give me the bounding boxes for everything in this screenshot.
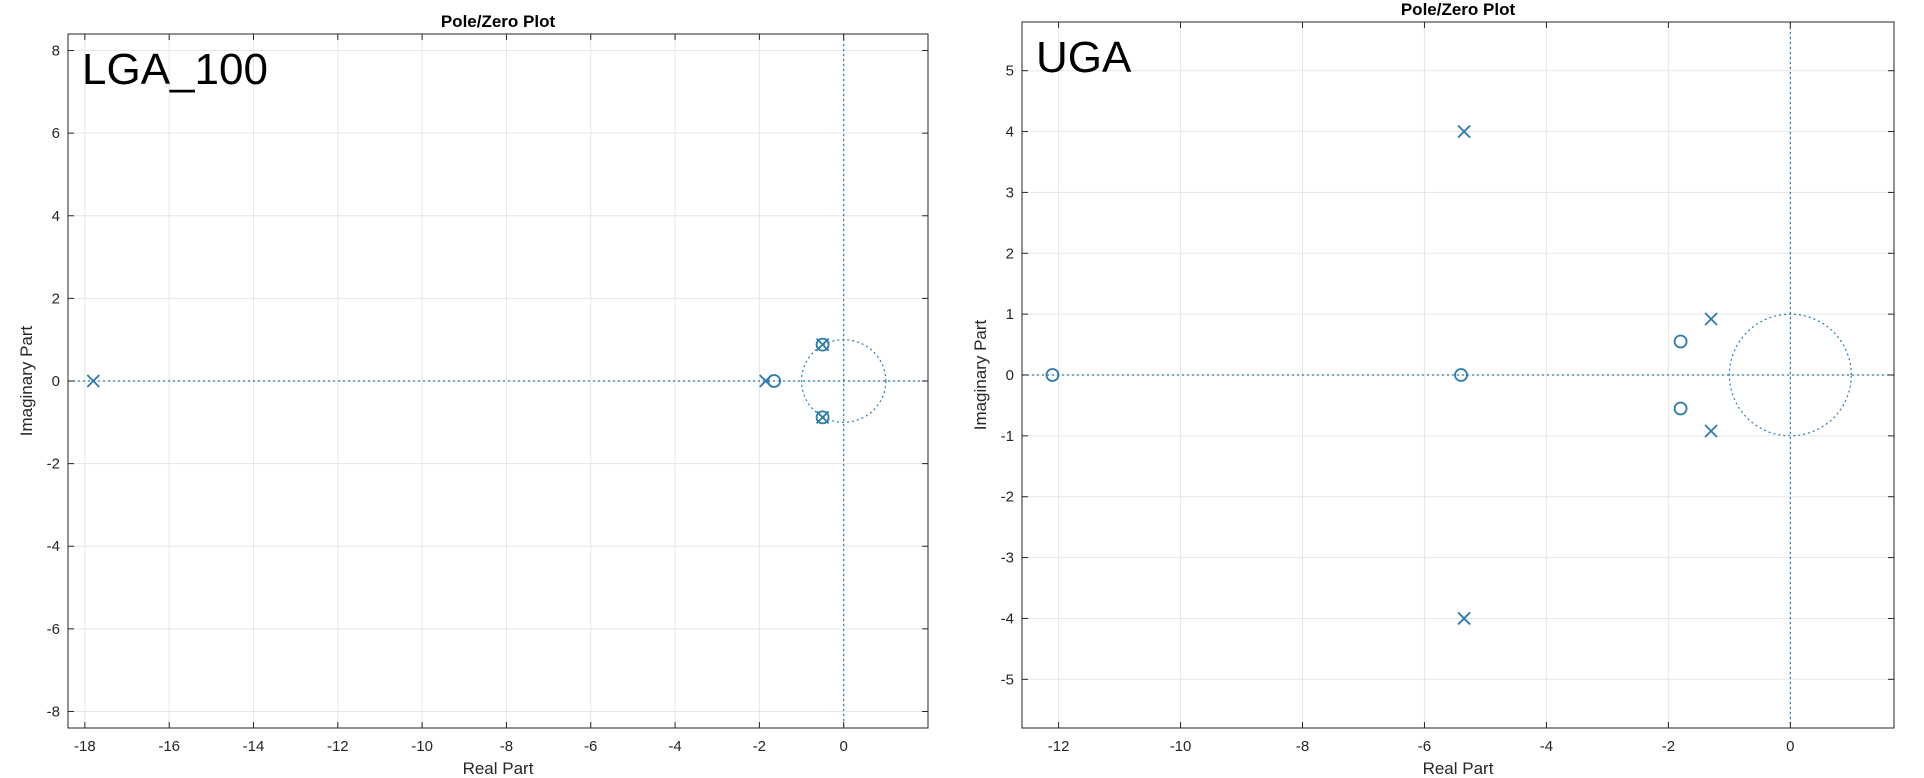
lga-100-pole-zero-plot: -18 -16 -14 -12 -10 -8 -6 -4 -2 0 -8 -6 -4 -2 0 2 4 6 8 Pol… <box>17 12 929 778</box>
y-tick-label: 6 <box>52 125 60 142</box>
pole-marker <box>1457 124 1471 139</box>
pole-stroke <box>86 374 100 388</box>
x-tick-label: -14 <box>243 738 265 755</box>
y-tick-label: 1 <box>1006 306 1014 323</box>
y-tick-label: -2 <box>47 456 60 473</box>
uga-pole-zero-plot: -12 -10 -8 -6 -4 -2 0-5-4-3-2-1012345Pole/Zero… <box>971 0 1895 778</box>
unit-circle <box>800 339 887 423</box>
x-tick-label: -6 <box>584 738 597 755</box>
plot-title: Pole/Zero Plot <box>1401 0 1516 19</box>
y-tick-label: -8 <box>47 703 60 720</box>
pole-stroke <box>1704 312 1718 326</box>
y-tick-label: 2 <box>52 290 60 307</box>
x-tick-label: 0 <box>1786 738 1794 755</box>
pole-marker <box>1457 611 1471 626</box>
y-tick-label: 5 <box>1006 63 1014 80</box>
x-tick-label: -4 <box>668 738 681 755</box>
x-axis-label: Real Part <box>463 759 534 778</box>
pole-stroke <box>1704 424 1718 438</box>
pole-marker <box>1704 424 1718 438</box>
x-tick-label: -2 <box>753 738 766 755</box>
x-tick-label: -6 <box>1418 738 1431 755</box>
plot-title: Pole/Zero Plot <box>441 12 556 31</box>
pole-stroke <box>1457 611 1471 626</box>
y-tick-label: -1 <box>1001 428 1014 445</box>
y-axis-label: Imaginary Part <box>17 325 36 436</box>
x-tick-label: -16 <box>158 738 180 755</box>
panel-label: LGA_100 <box>82 45 268 94</box>
pole-marker <box>86 374 100 388</box>
y-tick-label: -6 <box>47 621 60 638</box>
y-tick-label: -5 <box>1001 671 1014 688</box>
y-tick-label: 2 <box>1006 245 1014 262</box>
zero-marker <box>1673 334 1688 349</box>
x-tick-label: -10 <box>1170 738 1192 755</box>
unit-circle <box>1728 313 1852 437</box>
y-tick-label: 0 <box>52 373 60 390</box>
zero-marker <box>767 374 782 388</box>
pole-stroke <box>1457 124 1471 139</box>
y-tick-label: 0 <box>1006 367 1014 384</box>
zero-marker <box>815 410 830 425</box>
y-tick-label: -3 <box>1001 550 1014 567</box>
y-tick-label: -4 <box>1001 610 1014 627</box>
pole-marker <box>1704 312 1718 326</box>
zero-marker <box>1045 368 1060 382</box>
panel-label: UGA <box>1036 33 1132 82</box>
x-tick-label: -4 <box>1540 738 1553 755</box>
x-axis-label: Real Part <box>1423 759 1494 778</box>
x-tick-label: -8 <box>1296 738 1309 755</box>
zero-marker <box>1673 401 1688 416</box>
y-tick-label: 4 <box>52 208 60 225</box>
y-tick-label: -2 <box>1001 489 1014 506</box>
x-tick-label: -12 <box>327 738 349 755</box>
y-axis-label: Imaginary Part <box>971 319 990 430</box>
zero-marker <box>1454 368 1468 382</box>
y-tick-label: 3 <box>1006 184 1014 201</box>
x-tick-label: -8 <box>500 738 513 755</box>
x-tick-label: 0 <box>840 738 848 755</box>
y-tick-label: -4 <box>47 538 60 555</box>
y-tick-label: 8 <box>52 43 60 60</box>
zero-marker <box>815 337 830 352</box>
y-tick-label: 4 <box>1006 124 1014 141</box>
x-tick-label: -12 <box>1048 738 1070 755</box>
x-tick-label: -18 <box>74 738 96 755</box>
x-tick-label: -2 <box>1662 738 1675 755</box>
x-tick-label: -10 <box>411 738 433 755</box>
